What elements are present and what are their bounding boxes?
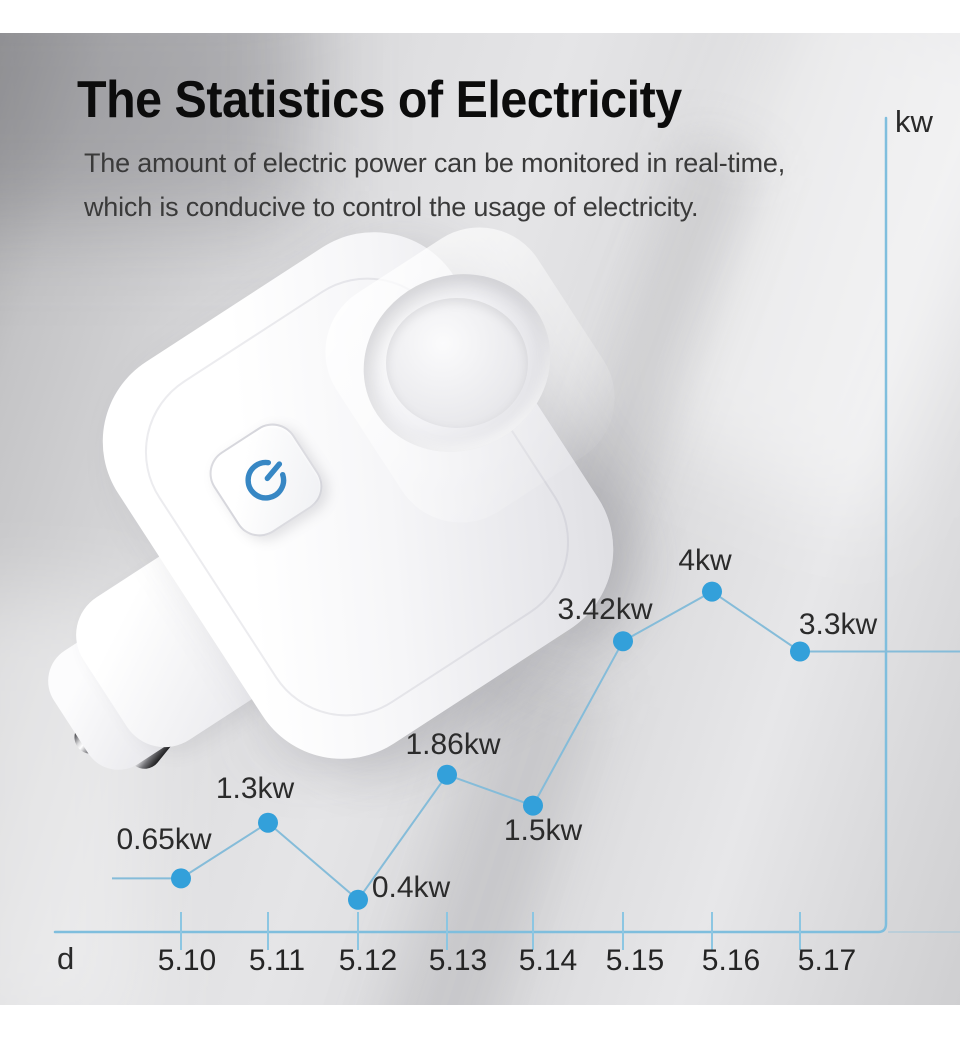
power-icon [245, 459, 287, 501]
x-axis-unit-label: d [57, 941, 75, 976]
smart-plug-image [34, 195, 650, 867]
subtitle-line-1: The amount of electric power can be moni… [84, 148, 786, 178]
subtitle-line-2: which is conducive to control the usage … [84, 192, 699, 222]
y-axis-unit-label: kw [895, 104, 933, 139]
socket-recess [386, 298, 528, 428]
page-title: The Statistics of Electricity [77, 71, 682, 129]
